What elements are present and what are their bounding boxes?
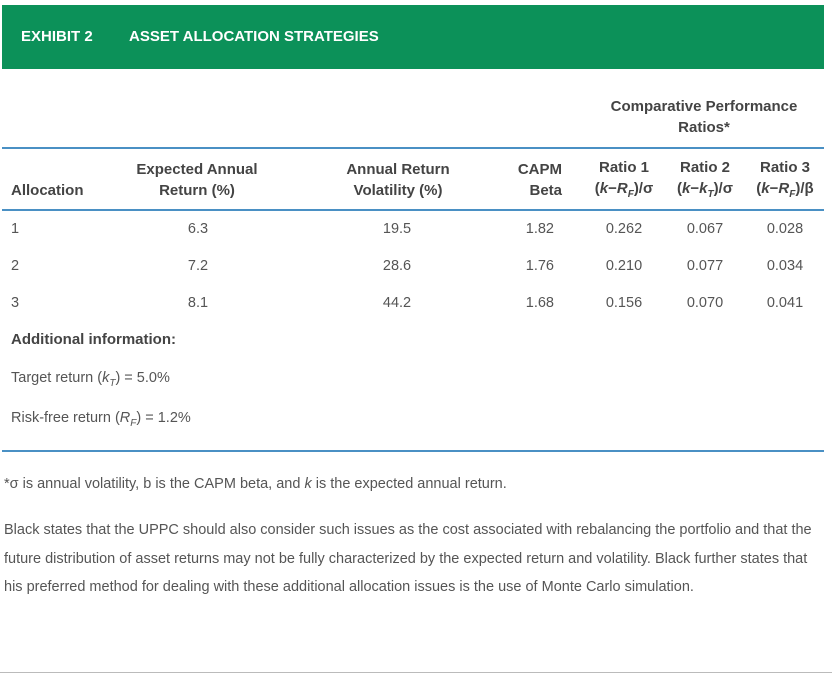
col-header-volatility: Annual Return Volatility (%) [346,161,450,199]
col-header-allocation: Allocation [11,182,84,199]
cell-ratio3: 0.034 [766,258,804,274]
cell-ratio1: 0.262 [605,221,643,237]
col-header-ratio2: Ratio 2 (k−kT)/σ [665,157,745,205]
target-return-value: ) = 5.0% [115,370,170,386]
header-bottom-rule [2,209,824,211]
ratio2-title: Ratio 2 [679,159,730,176]
cell-allocation: 1 [11,221,20,237]
cell-expected-return: 7.2 [187,258,209,274]
cell-ratio1: 0.210 [605,258,643,274]
ratio2-formula: (k−kT)/σ [677,180,733,200]
body-paragraph: Black states that the UPPC should also c… [4,522,812,595]
footnote-suffix: is the expected annual return. [311,476,507,492]
cell-beta: 1.68 [525,295,554,311]
page-bottom-rule [0,672,832,673]
header-top-rule [2,147,824,149]
col-header-ratio3: Ratio 3 (k−RF)/β [745,157,825,205]
cell-allocation: 3 [11,295,20,311]
col-header-expected-return: Expected Annual Return (%) [136,161,258,199]
col-header-ratio1: Ratio 1 (k−RF)/σ [584,157,664,205]
group-header: Comparative Performance Ratios* [610,98,798,136]
cell-ratio1: 0.156 [605,295,643,311]
additional-info-title: Additional information: [11,331,176,348]
footnote-prefix: *σ is annual volatility, b is the CAPM b… [4,476,305,492]
exhibit-title: ASSET ALLOCATION STRATEGIES [129,28,379,45]
riskfree-return-prefix: Risk-free return ( [11,410,120,426]
cell-ratio2: 0.067 [686,221,724,237]
table-bottom-rule [2,450,824,452]
footnote: *σ is annual volatility, b is the CAPM b… [4,476,507,492]
cell-volatility: 28.6 [382,258,412,274]
target-return-line: Target return (kT) = 5.0% [11,370,170,389]
col-header-beta: CAPM Beta [517,161,562,199]
cell-expected-return: 8.1 [187,295,209,311]
cell-expected-return: 6.3 [187,221,209,237]
exhibit-header: EXHIBIT 2 ASSET ALLOCATION STRATEGIES [2,5,824,69]
cell-beta: 1.76 [525,258,554,274]
ratio1-formula: (k−RF)/σ [594,180,654,200]
cell-ratio3: 0.041 [766,295,804,311]
cell-allocation: 2 [11,258,20,274]
riskfree-return-line: Risk-free return (RF) = 1.2% [11,410,191,429]
ratio3-formula: (k−RF)/β [756,180,814,200]
ratio1-title: Ratio 1 [598,159,649,176]
exhibit-label: EXHIBIT 2 [21,28,93,45]
cell-ratio2: 0.070 [686,295,724,311]
riskfree-return-value: ) = 1.2% [136,410,191,426]
cell-beta: 1.82 [525,221,554,237]
cell-ratio3: 0.028 [766,221,804,237]
ratio3-title: Ratio 3 [759,159,810,176]
cell-volatility: 44.2 [382,295,412,311]
target-return-prefix: Target return ( [11,370,103,386]
cell-ratio2: 0.077 [686,258,724,274]
cell-volatility: 19.5 [382,221,412,237]
